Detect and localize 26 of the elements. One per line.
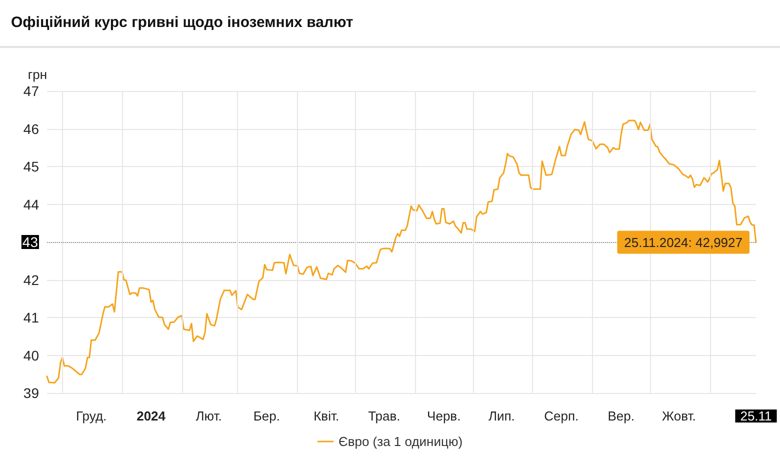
- y-tick-label: 40: [23, 347, 40, 364]
- x-tick-label: Лют.: [196, 408, 222, 424]
- chart-title: Офіційний курс гривні щодо іноземних валют: [11, 14, 354, 31]
- y-tick-label: 41: [23, 310, 40, 326]
- x-tick-label: 2024: [136, 408, 166, 424]
- x-tick-label: Квіт.: [314, 408, 340, 424]
- y-tick-label: 39: [23, 385, 40, 401]
- y-tick-label: 46: [23, 120, 40, 137]
- x-tick-label: Вер.: [608, 408, 635, 424]
- x-tick-label: 25.11: [740, 408, 772, 424]
- annotation: 25.11.2024: 42,9927: [624, 234, 742, 250]
- y-axis-title: грн: [28, 67, 47, 82]
- y-tick-label: 45: [23, 158, 40, 174]
- x-tick-label: Трав.: [368, 408, 400, 424]
- x-tick-label: Лип.: [488, 408, 515, 424]
- x-tick-label: Бер.: [253, 408, 280, 424]
- x-tick-label: Груд.: [76, 408, 107, 424]
- x-tick-label: Серп.: [544, 408, 579, 424]
- line-series: [46, 120, 757, 384]
- legend-label: Євро (за 1 одиницю): [338, 434, 463, 449]
- x-tick-label: Черв.: [427, 408, 461, 424]
- y-tick-label: 42: [23, 272, 40, 288]
- y-tick-label: 43: [22, 234, 38, 250]
- x-tick-label: Жовт.: [662, 408, 696, 424]
- y-tick-label: 44: [23, 196, 40, 212]
- y-tick-label: 47: [23, 83, 40, 99]
